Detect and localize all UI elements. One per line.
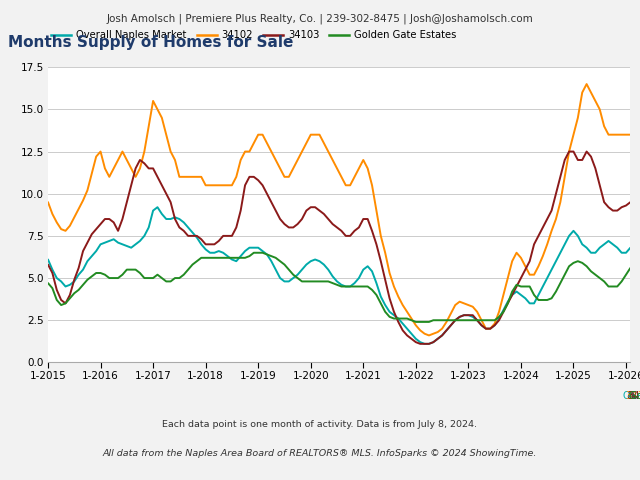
Golden Gate Estates (272, 255, 280, 261)
Overall Naples Market (272, 267, 280, 273)
34103 (600, 199, 608, 205)
Golden Gate Estates (412, 319, 420, 325)
34102 (583, 81, 591, 87)
Golden Gate Estates (600, 278, 608, 284)
Golden Gate Estates (44, 280, 52, 286)
Text: 34102: 34102 (625, 391, 640, 401)
Text: &: & (627, 391, 640, 401)
Overall Naples Market (193, 235, 201, 240)
Overall Naples Market (596, 245, 604, 251)
34102 (189, 174, 196, 180)
Text: Each data point is one month of activity. Data is from July 8, 2024.: Each data point is one month of activity… (163, 420, 477, 429)
Line: 34102: 34102 (48, 84, 630, 336)
Text: 34103: 34103 (627, 391, 640, 401)
34102 (268, 149, 275, 155)
Golden Gate Estates (171, 275, 179, 281)
34103 (268, 199, 275, 205)
34103 (171, 216, 179, 222)
34103 (75, 265, 83, 271)
Legend: Overall Naples Market, 34102, 34103, Golden Gate Estates: Overall Naples Market, 34102, 34103, Gol… (47, 26, 461, 45)
Golden Gate Estates (596, 275, 604, 281)
34103 (417, 341, 424, 347)
34103 (596, 182, 604, 188)
Overall Naples Market (627, 245, 634, 251)
Line: 34103: 34103 (48, 152, 630, 344)
Line: Overall Naples Market: Overall Naples Market (48, 207, 630, 344)
Overall Naples Market (154, 204, 161, 210)
34102 (425, 333, 433, 338)
Golden Gate Estates (627, 265, 634, 271)
34102 (75, 206, 83, 212)
34102 (596, 107, 604, 112)
Overall Naples Market (44, 257, 52, 263)
Golden Gate Estates (189, 262, 196, 267)
Text: Josh Amolsch | Premiere Plus Realty, Co. | 239-302-8475 | Josh@Joshamolsch.com: Josh Amolsch | Premiere Plus Realty, Co.… (107, 13, 533, 24)
Text: Months Supply of Homes for Sale: Months Supply of Homes for Sale (8, 36, 294, 50)
Text: All data from the Naples Area Board of REALTORS® MLS. InfoSparks © 2024 ShowingT: All data from the Naples Area Board of R… (103, 449, 537, 458)
Overall Naples Market (420, 341, 428, 347)
34103 (189, 233, 196, 239)
Text: &: & (625, 391, 639, 401)
Overall Naples Market (175, 216, 183, 222)
Golden Gate Estates (75, 287, 83, 293)
Overall Naples Market (600, 241, 608, 247)
Line: Golden Gate Estates: Golden Gate Estates (48, 253, 630, 322)
34103 (627, 199, 634, 205)
Text: &: & (628, 391, 640, 401)
Text: Golden Gate Estates: Golden Gate Estates (629, 391, 640, 401)
34102 (44, 199, 52, 205)
Text: Overall Naples Market: Overall Naples Market (623, 391, 640, 401)
34102 (600, 123, 608, 129)
Overall Naples Market (75, 272, 83, 277)
34103 (565, 149, 573, 155)
34102 (627, 132, 634, 138)
34102 (171, 157, 179, 163)
Golden Gate Estates (250, 250, 258, 256)
34103 (44, 262, 52, 267)
